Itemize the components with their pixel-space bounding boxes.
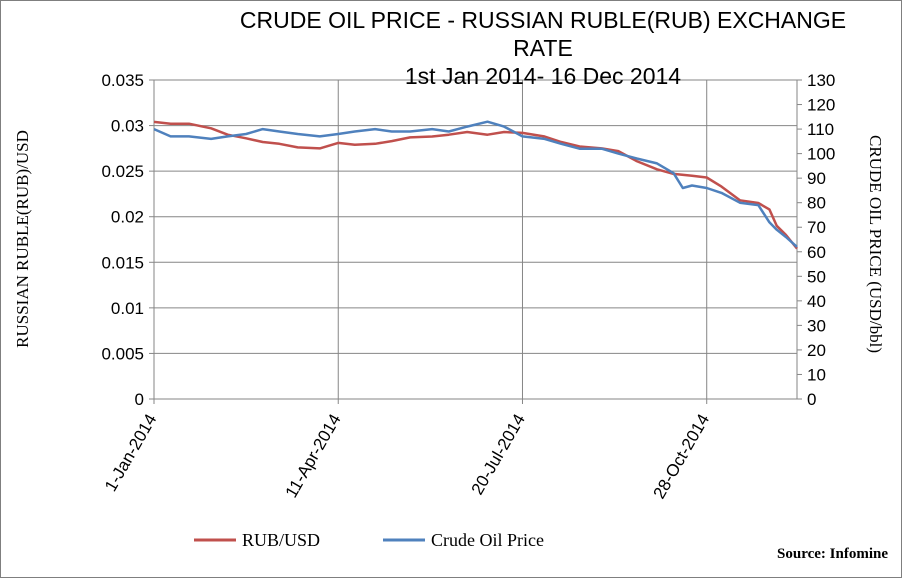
y-left-tick-label: 0.035 <box>101 71 144 90</box>
ticks-layer: 0 0.005 0.01 0.015 0.02 0.025 0.03 0.035 0 10 20 30… <box>101 71 835 502</box>
legend-label-rub-usd: RUB/USD <box>242 530 320 550</box>
series-line-rub-usd <box>153 120 798 250</box>
y-right-tick-label: 40 <box>807 292 826 311</box>
y-right-tick-label: 90 <box>807 169 826 188</box>
y-axis-right-title: CRUDE OIL PRICE (USD/bbl) <box>866 135 885 353</box>
x-tick-label: 20-Jul-2014 <box>468 411 529 498</box>
x-tick-label: 1-Jan-2014 <box>101 411 160 495</box>
y-right-tick-label: 0 <box>807 390 816 409</box>
y-right-tick-label: 60 <box>807 243 826 262</box>
y-left-tick-label: 0.005 <box>101 344 144 363</box>
y-right-tick-label: 30 <box>807 316 826 335</box>
y-left-tick-label: 0.02 <box>111 208 144 227</box>
source-note: Source: Infomine <box>777 546 888 562</box>
y-right-tick-label: 110 <box>807 120 834 139</box>
y-right-tick-label: 80 <box>807 194 826 213</box>
y-left-tick-label: 0 <box>135 390 144 409</box>
chart-subtitle: 1st Jan 2014- 16 Dec 2014 <box>405 63 681 89</box>
series-line-crude-oil <box>153 120 798 248</box>
chart-title-line1: CRUDE OIL PRICE - RUSSIAN RUBLE(RUB) EXC… <box>240 7 846 33</box>
y-left-tick-label: 0.03 <box>111 117 144 136</box>
y-right-tick-label: 130 <box>807 71 835 90</box>
y-right-tick-label: 50 <box>807 267 826 286</box>
x-tick-label: 28-Oct-2014 <box>649 411 713 502</box>
x-tick-label: 11-Apr-2014 <box>282 411 345 501</box>
y-right-tick-label: 70 <box>807 218 826 237</box>
y-left-tick-label: 0.01 <box>111 299 144 318</box>
y-right-tick-label: 20 <box>807 341 826 360</box>
y-right-tick-label: 120 <box>807 96 835 115</box>
grid-layer <box>154 79 797 399</box>
chart-title-line2: RATE <box>513 35 573 61</box>
y-axis-left-title: RUSSIAN RUBLE(RUB)/USD <box>13 130 32 348</box>
series-layer <box>153 120 798 250</box>
y-right-tick-label: 100 <box>807 145 835 164</box>
y-right-tick-label: 10 <box>807 365 826 384</box>
y-left-tick-label: 0.015 <box>101 253 144 272</box>
legend-label-crude-oil: Crude Oil Price <box>431 530 544 550</box>
axes-layer <box>149 79 802 404</box>
y-left-tick-label: 0.025 <box>101 162 144 181</box>
